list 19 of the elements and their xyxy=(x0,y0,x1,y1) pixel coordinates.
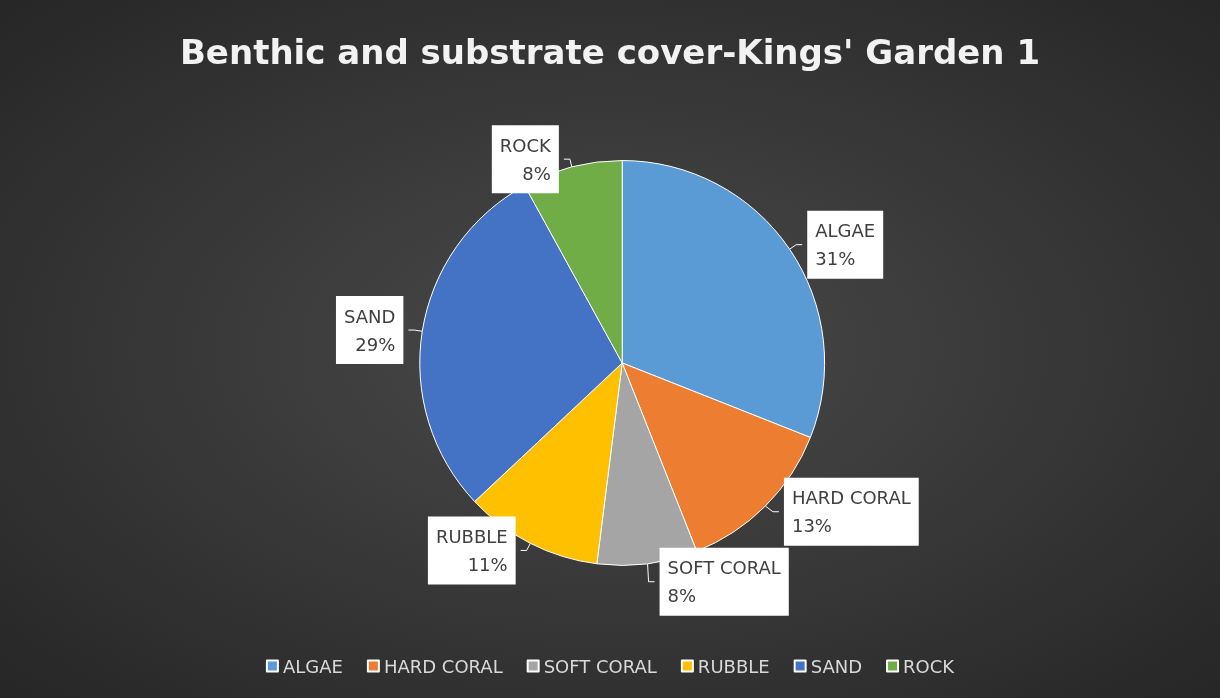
data-label: 8% xyxy=(667,585,697,607)
legend-label: HARD CORAL xyxy=(383,655,503,677)
slice-label: HARD CORAL xyxy=(791,487,911,509)
legend-label: ALGAE xyxy=(282,655,343,677)
slice-label: ROCK xyxy=(499,134,553,156)
slice-label: SAND xyxy=(343,305,396,327)
slice-label: SOFT CORAL xyxy=(667,557,781,579)
data-label: 11% xyxy=(467,553,508,575)
data-label: 31% xyxy=(815,248,856,270)
data-label: 8% xyxy=(522,162,551,184)
legend-label: SAND xyxy=(810,655,863,677)
slice-label: ALGAE xyxy=(815,220,876,242)
legend-label: RUBBLE xyxy=(697,655,770,677)
legend-label: SOFT CORAL xyxy=(543,655,657,677)
data-label: 13% xyxy=(791,515,832,537)
data-label: 29% xyxy=(355,333,396,355)
chart-title: Benthic and substrate cover-Kings' Garden 1 xyxy=(179,32,1041,72)
legend-label: ROCK xyxy=(903,655,956,677)
slice-label: RUBBLE xyxy=(435,525,508,547)
